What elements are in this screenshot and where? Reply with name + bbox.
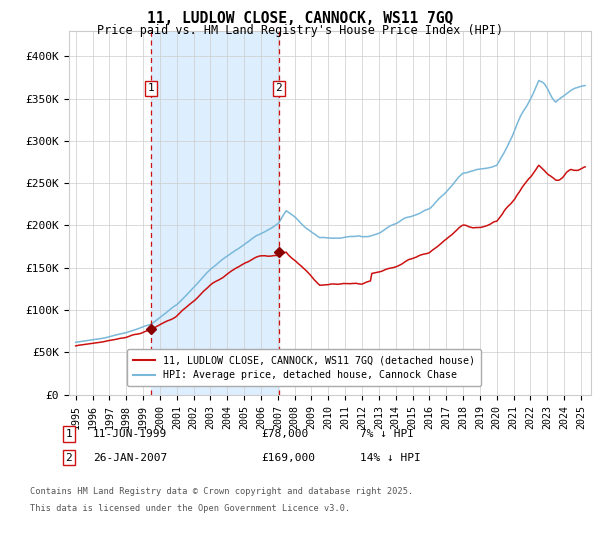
Text: 26-JAN-2007: 26-JAN-2007 <box>93 452 167 463</box>
Bar <box>151 31 279 395</box>
Text: 11-JUN-1999: 11-JUN-1999 <box>93 429 167 439</box>
Text: £78,000: £78,000 <box>261 429 308 439</box>
Text: 11, LUDLOW CLOSE, CANNOCK, WS11 7GQ: 11, LUDLOW CLOSE, CANNOCK, WS11 7GQ <box>147 11 453 26</box>
Text: 14% ↓ HPI: 14% ↓ HPI <box>360 452 421 463</box>
Text: 1: 1 <box>65 429 73 439</box>
Text: Contains HM Land Registry data © Crown copyright and database right 2025.: Contains HM Land Registry data © Crown c… <box>30 487 413 496</box>
Text: This data is licensed under the Open Government Licence v3.0.: This data is licensed under the Open Gov… <box>30 504 350 513</box>
Text: 2: 2 <box>65 452 73 463</box>
Text: 7% ↓ HPI: 7% ↓ HPI <box>360 429 414 439</box>
Text: 1: 1 <box>147 83 154 94</box>
Legend: 11, LUDLOW CLOSE, CANNOCK, WS11 7GQ (detached house), HPI: Average price, detach: 11, LUDLOW CLOSE, CANNOCK, WS11 7GQ (det… <box>127 349 481 386</box>
Text: Price paid vs. HM Land Registry's House Price Index (HPI): Price paid vs. HM Land Registry's House … <box>97 24 503 36</box>
Text: 2: 2 <box>275 83 283 94</box>
Text: £169,000: £169,000 <box>261 452 315 463</box>
